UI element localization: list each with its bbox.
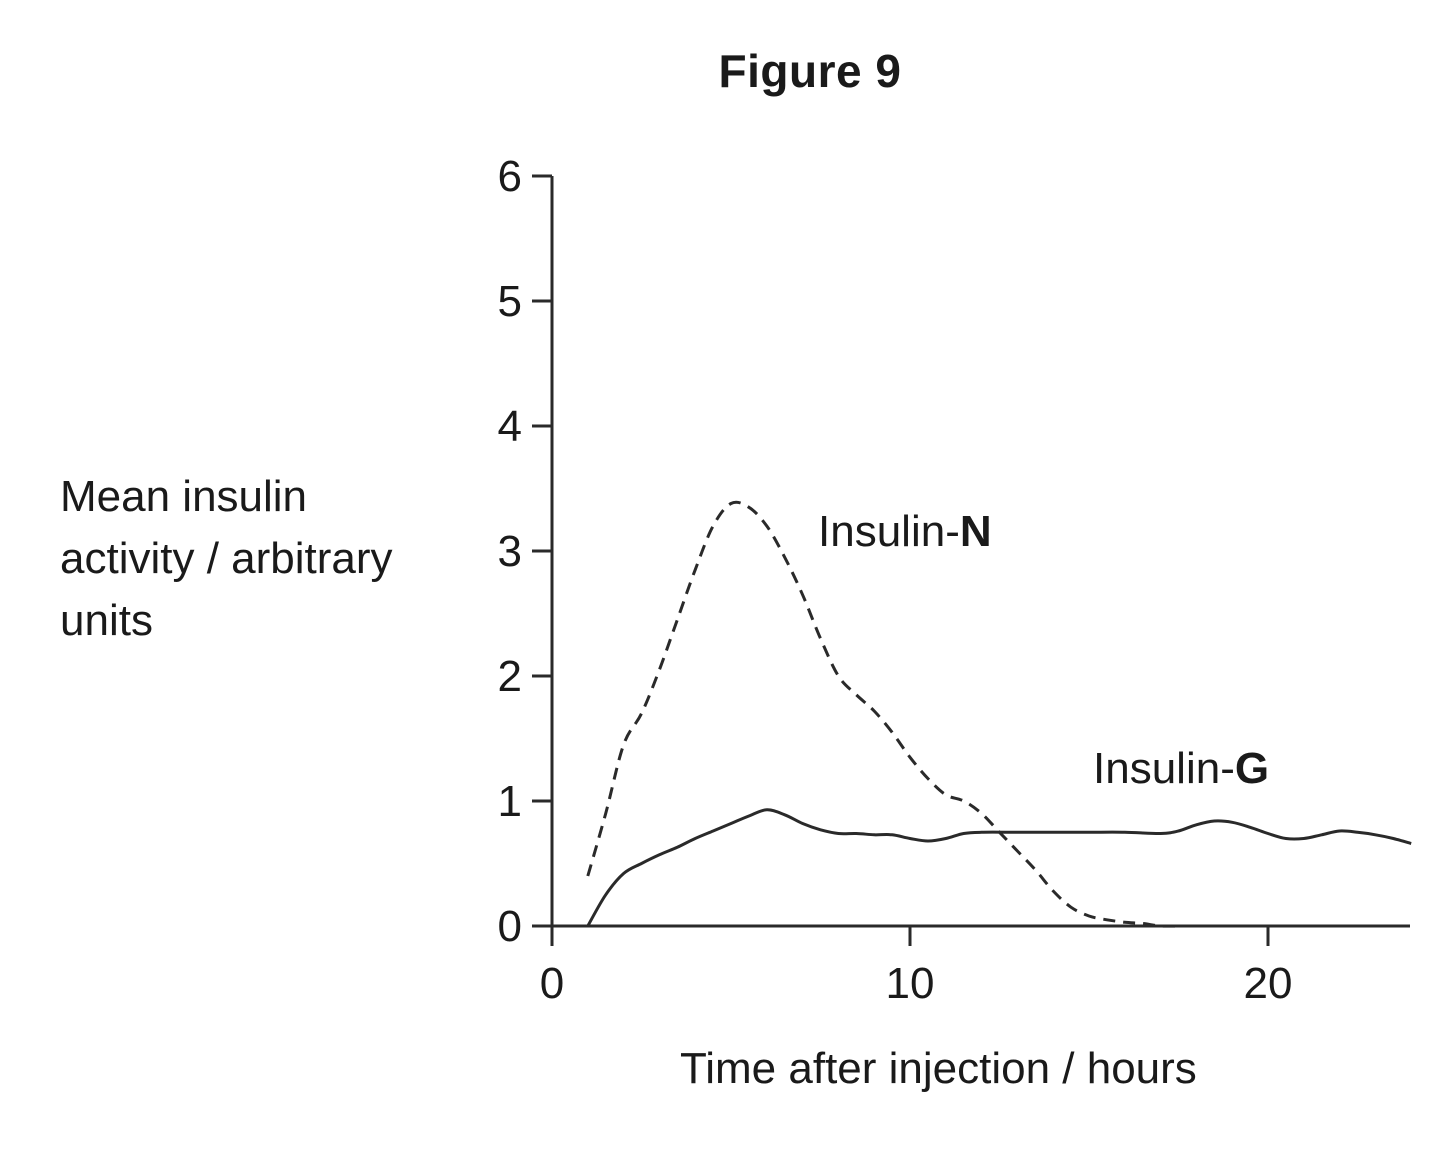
y-tick-label: 1 [498,777,522,826]
y-tick-label: 6 [498,152,522,201]
chart-title: Figure 9 [718,45,902,97]
y-tick-label: 5 [498,277,522,326]
x-tick-label: 10 [886,959,935,1008]
series-labels: Insulin-N Insulin-G [818,507,1269,793]
y-tick-label: 0 [498,902,522,951]
y-tick-label: 2 [498,652,522,701]
series-line-n [586,500,1179,928]
series-lines [586,500,1412,928]
series-line-g [586,808,1412,927]
x-tick-label: 20 [1244,959,1293,1008]
series-label-g: Insulin-G [1093,744,1269,793]
x-axis-label: Time after injection / hours [680,1044,1197,1093]
y-axis-label: Mean insulin activity / arbitrary units [60,472,393,645]
x-tick-label: 0 [540,959,564,1008]
axes: 0 1 2 3 4 5 6 0 10 20 [498,152,1410,1008]
y-tick-label: 4 [498,402,522,451]
y-tick-label: 3 [498,527,522,576]
series-label-n: Insulin-N [818,507,992,556]
